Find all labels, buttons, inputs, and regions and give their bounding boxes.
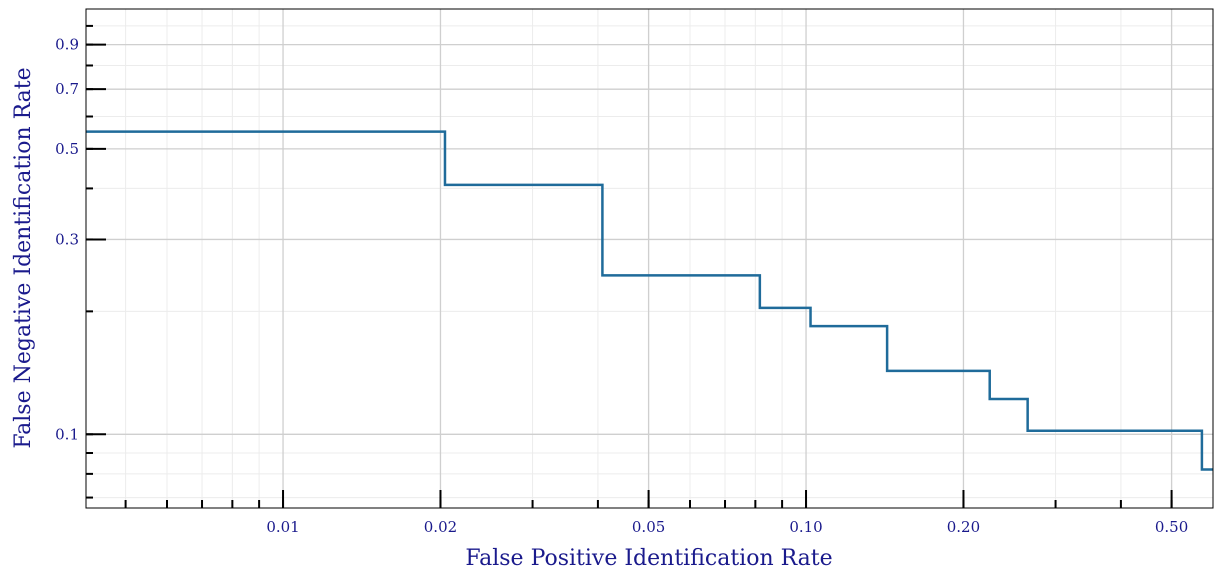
grid bbox=[86, 9, 1213, 508]
x-tick-label: 0.50 bbox=[1155, 518, 1188, 536]
y-tick-label: 0.5 bbox=[55, 140, 79, 158]
y-tick-label: 0.7 bbox=[55, 80, 79, 98]
x-tick-label: 0.05 bbox=[632, 518, 665, 536]
x-tick-label: 0.01 bbox=[266, 518, 299, 536]
plot-frame bbox=[85, 8, 1214, 509]
y-axis-label: False Negative Identification Rate bbox=[11, 67, 36, 448]
x-tick-label: 0.10 bbox=[789, 518, 822, 536]
x-tick-label: 0.02 bbox=[424, 518, 457, 536]
series-layer bbox=[86, 130, 1213, 471]
x-tick-label: 0.20 bbox=[947, 518, 980, 536]
x-axis-label: False Positive Identification Rate bbox=[465, 546, 832, 571]
axis-ticks: 0.01 0.02 0.05 0.10 0.20 0.50 0.1 0.3 0.5 0.7 0.9 bbox=[55, 24, 1188, 536]
y-tick-label: 0.1 bbox=[55, 425, 79, 443]
y-tick-label: 0.3 bbox=[55, 230, 79, 248]
y-tick-label: 0.9 bbox=[55, 36, 79, 54]
series-line-0 bbox=[86, 130, 1213, 471]
